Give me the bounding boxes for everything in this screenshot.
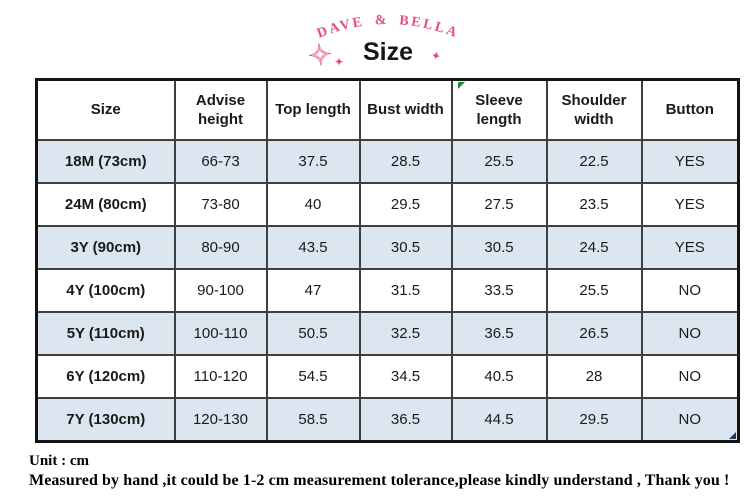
column-header-sleeve-length: Sleeve length	[450, 78, 548, 141]
value-cell: 100-110	[173, 311, 268, 356]
size-cell: 24M (80cm)	[35, 182, 176, 227]
table-row: 3Y (90cm) 80-90 43.5 30.5 30.5 24.5 YES	[35, 225, 740, 270]
unit-note: Unit : cm	[29, 453, 89, 469]
value-cell: YES	[640, 182, 740, 227]
value-cell: 44.5	[450, 397, 548, 443]
value-cell: 47	[265, 268, 361, 313]
value-cell: 90-100	[173, 268, 268, 313]
size-cell: 3Y (90cm)	[35, 225, 176, 270]
value-cell: 28	[545, 354, 643, 399]
sparkle-icon: ✧	[306, 38, 334, 74]
value-cell: NO	[640, 354, 740, 399]
value-cell: NO	[640, 268, 740, 313]
value-cell: 31.5	[358, 268, 453, 313]
value-cell: 40.5	[450, 354, 548, 399]
value-cell: 50.5	[265, 311, 361, 356]
value-cell: 30.5	[358, 225, 453, 270]
value-cell: YES	[640, 225, 740, 270]
value-cell: 40	[265, 182, 361, 227]
value-cell: 22.5	[545, 139, 643, 184]
value-cell: 24.5	[545, 225, 643, 270]
size-table-container: Size Advise height Top length Bust width…	[35, 78, 740, 443]
value-cell: 36.5	[450, 311, 548, 356]
brand-logo: DAVE & BELLA	[315, 13, 458, 42]
column-header-size: Size	[35, 78, 176, 141]
size-cell: 7Y (130cm)	[35, 397, 176, 443]
value-cell: 80-90	[173, 225, 268, 270]
column-header-button: Button	[640, 78, 740, 141]
size-table: Size Advise height Top length Bust width…	[35, 78, 740, 443]
blue-corner-handle	[729, 432, 736, 439]
value-cell: 27.5	[450, 182, 548, 227]
value-cell: 30.5	[450, 225, 548, 270]
sparkle-icon: ✦	[334, 55, 345, 69]
value-cell: 36.5	[358, 397, 453, 443]
value-cell: 28.5	[358, 139, 453, 184]
value-cell: 120-130	[173, 397, 268, 443]
footer-notes: Unit : cm Measured by hand ,it could be …	[29, 452, 744, 491]
value-cell: 25.5	[545, 268, 643, 313]
value-cell: 73-80	[173, 182, 268, 227]
column-header-shoulder-width: Shoulder width	[545, 78, 643, 141]
value-cell: 33.5	[450, 268, 548, 313]
table-header-row: Size Advise height Top length Bust width…	[35, 78, 740, 141]
value-cell: 66-73	[173, 139, 268, 184]
table-row: 18M (73cm) 66-73 37.5 28.5 25.5 22.5 YES	[35, 139, 740, 184]
value-cell: 110-120	[173, 354, 268, 399]
value-cell: 29.5	[358, 182, 453, 227]
table-row: 4Y (100cm) 90-100 47 31.5 33.5 25.5 NO	[35, 268, 740, 313]
column-header-advise-height: Advise height	[173, 78, 268, 141]
value-cell: 58.5	[265, 397, 361, 443]
column-header-bust-width: Bust width	[358, 78, 453, 141]
size-cell: 5Y (110cm)	[35, 311, 176, 356]
value-cell: 37.5	[265, 139, 361, 184]
value-cell: YES	[640, 139, 740, 184]
table-row: 7Y (130cm) 120-130 58.5 36.5 44.5 29.5 NO	[35, 397, 740, 443]
table-row: 5Y (110cm) 100-110 50.5 32.5 36.5 26.5 NO	[35, 311, 740, 356]
tolerance-note: Measured by hand ,it could be 1-2 cm mea…	[29, 472, 730, 489]
size-table-body: 18M (73cm) 66-73 37.5 28.5 25.5 22.5 YES 24M (8…	[35, 139, 740, 443]
page-title: Size	[362, 38, 414, 66]
value-cell: 23.5	[545, 182, 643, 227]
value-cell: 29.5	[545, 397, 643, 443]
column-header-top-length: Top length	[265, 78, 361, 141]
value-cell: 34.5	[358, 354, 453, 399]
green-corner-marker	[458, 82, 465, 89]
value-cell: 25.5	[450, 139, 548, 184]
size-cell: 18M (73cm)	[35, 139, 176, 184]
size-cell: 4Y (100cm)	[35, 268, 176, 313]
value-cell: NO	[640, 397, 740, 443]
value-cell: NO	[640, 311, 740, 356]
value-cell: 54.5	[265, 354, 361, 399]
value-cell: 32.5	[358, 311, 453, 356]
table-row: 24M (80cm) 73-80 40 29.5 27.5 23.5 YES	[35, 182, 740, 227]
value-cell: 26.5	[545, 311, 643, 356]
value-cell: 43.5	[265, 225, 361, 270]
table-row: 6Y (120cm) 110-120 54.5 34.5 40.5 28 NO	[35, 354, 740, 399]
size-cell: 6Y (120cm)	[35, 354, 176, 399]
